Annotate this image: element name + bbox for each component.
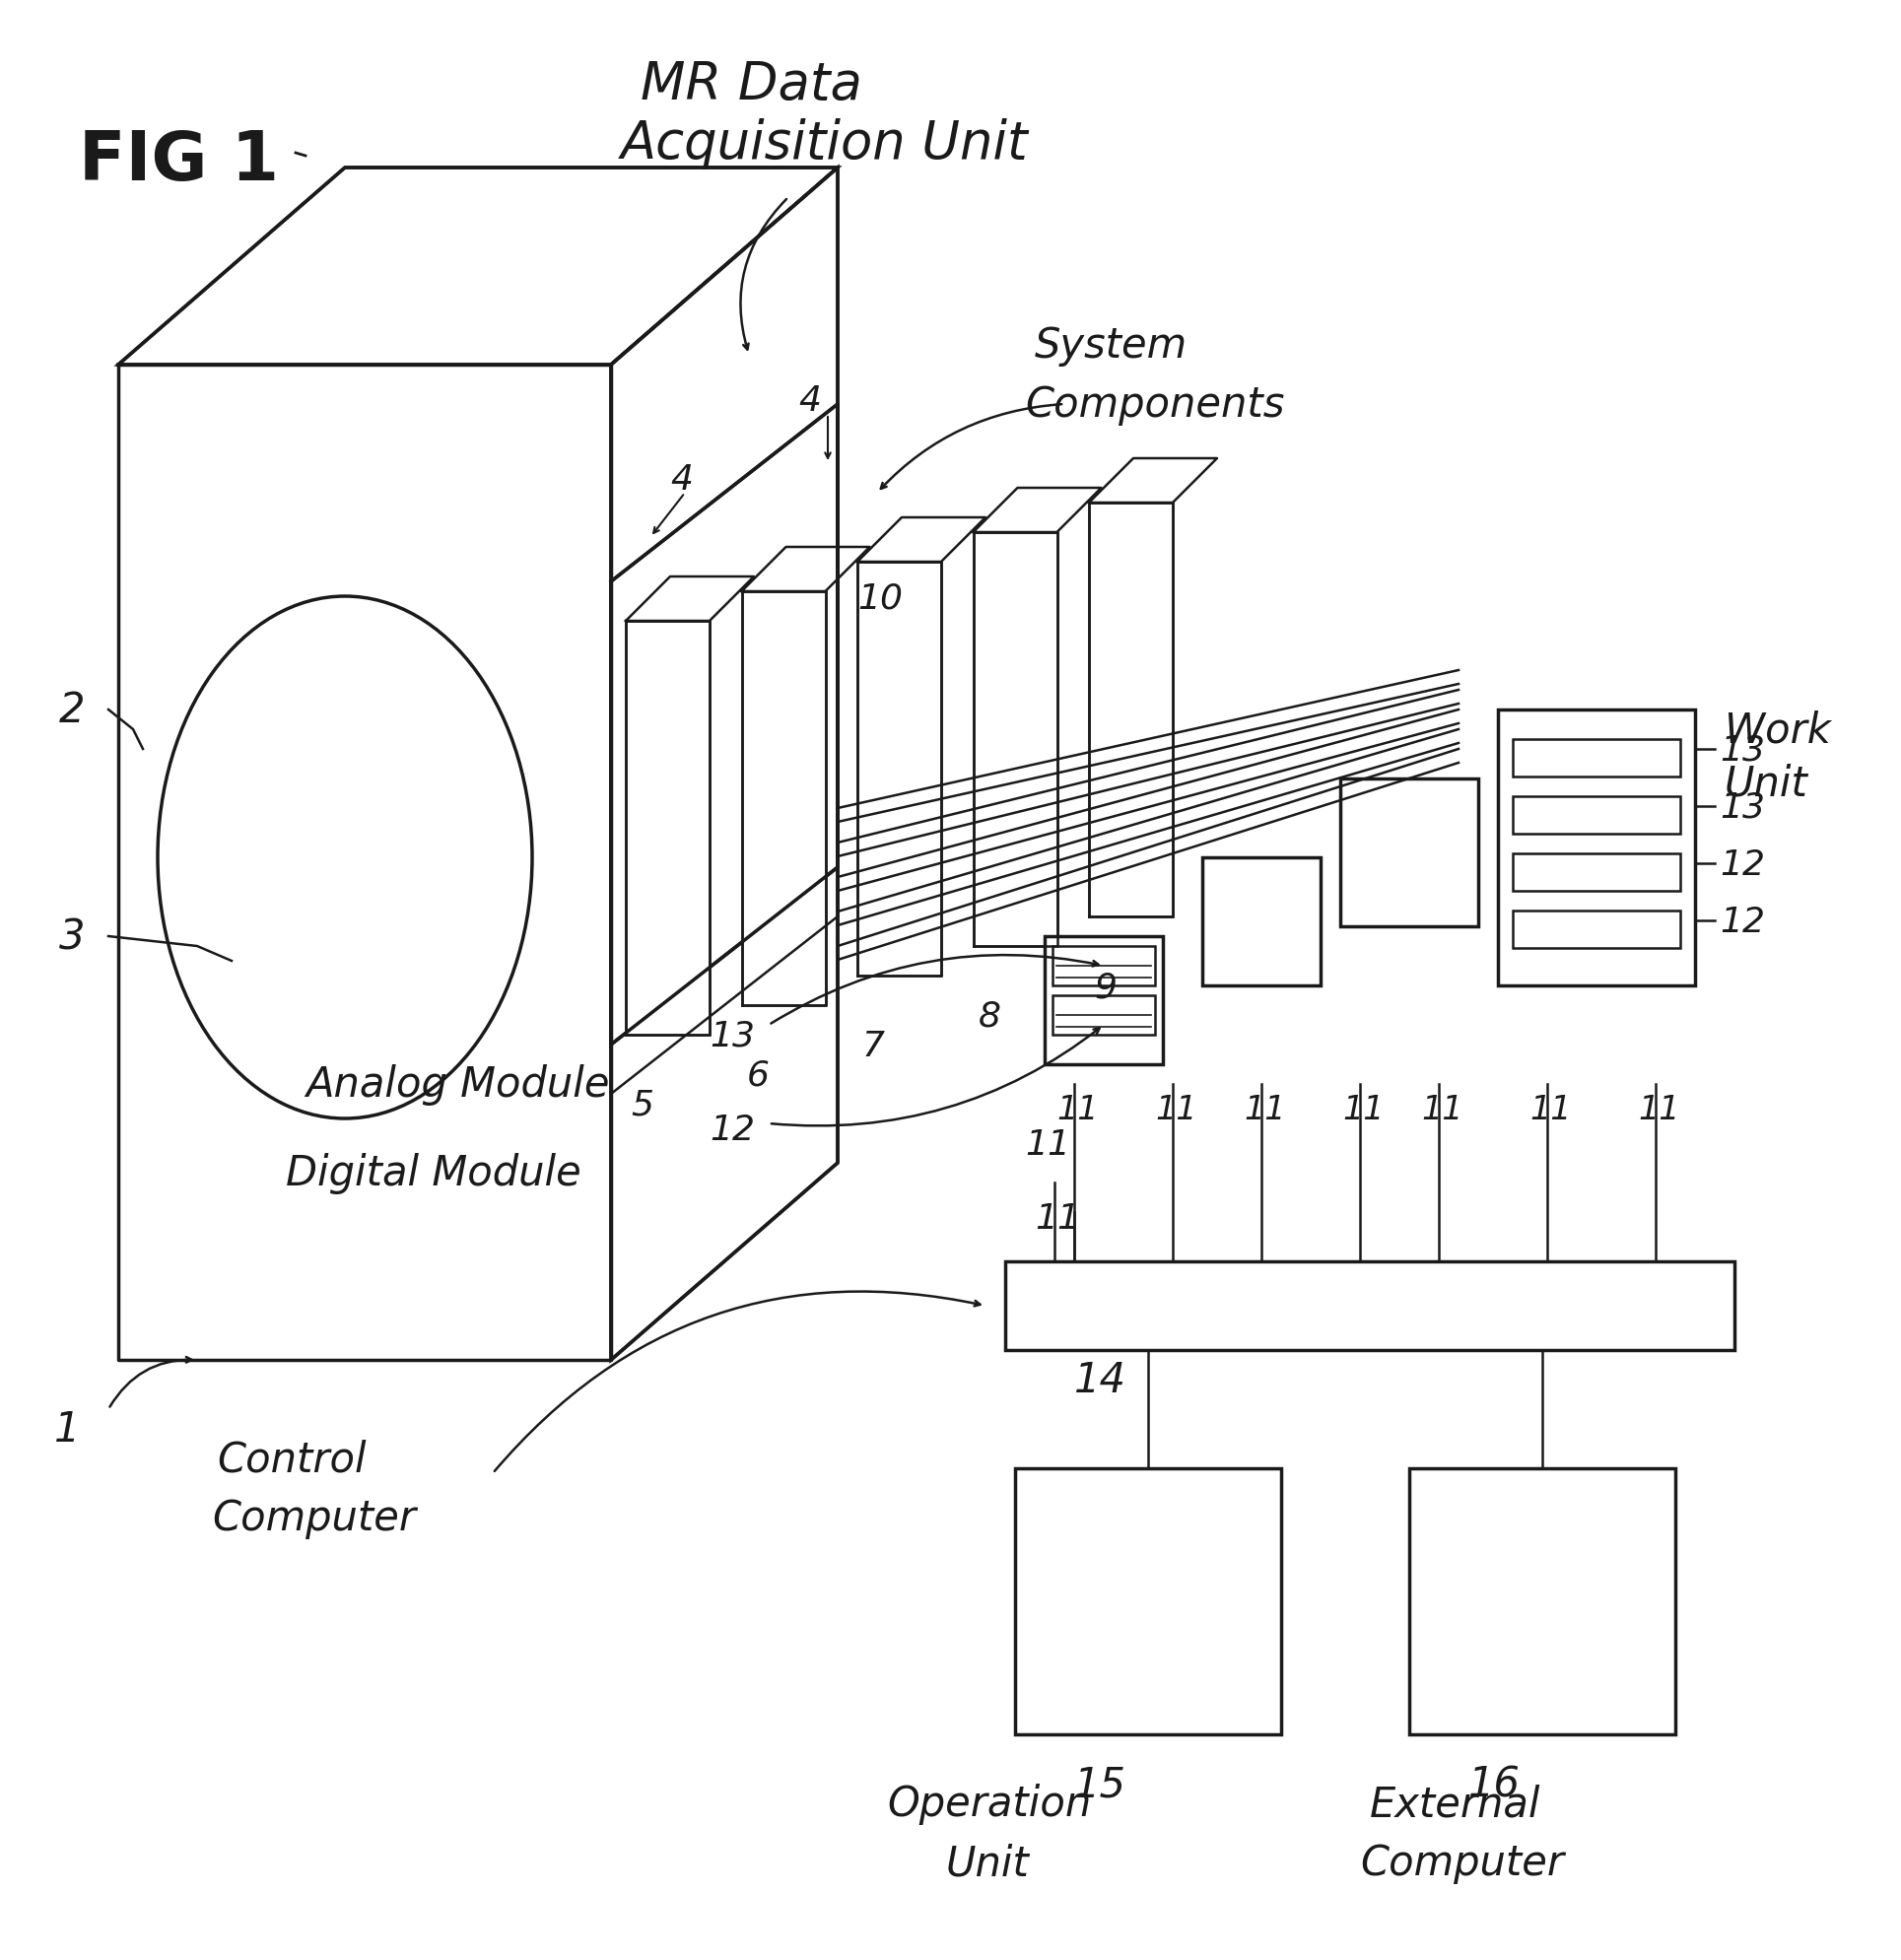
Text: 15: 15 [1074, 1764, 1127, 1805]
Text: Unit: Unit [1724, 764, 1808, 806]
Bar [1201, 857, 1321, 986]
Text: 11: 11 [1156, 1094, 1198, 1127]
Text: Analog Module: Analog Module [306, 1064, 610, 1105]
Text: 12: 12 [1720, 849, 1764, 882]
Text: 9: 9 [1093, 970, 1116, 1004]
Text: 11: 11 [1034, 1201, 1080, 1235]
Text: 13: 13 [1720, 735, 1764, 768]
Text: 3: 3 [59, 917, 86, 958]
Text: Components: Components [1025, 384, 1285, 425]
Text: 1: 1 [55, 1409, 80, 1450]
Text: FIG 1: FIG 1 [78, 127, 279, 194]
Text: 11: 11 [1639, 1094, 1680, 1127]
Text: 11: 11 [1530, 1094, 1572, 1127]
Text: 10: 10 [857, 582, 903, 615]
Polygon shape [973, 531, 1057, 947]
Text: 11: 11 [1025, 1129, 1070, 1162]
Text: Unit: Unit [947, 1842, 1030, 1884]
Text: 14: 14 [1074, 1360, 1127, 1401]
Text: 16: 16 [1468, 1764, 1521, 1805]
Text: 8: 8 [979, 1000, 1000, 1033]
Bar [1340, 778, 1479, 927]
Bar [1513, 853, 1680, 890]
Bar [1498, 710, 1696, 986]
Bar [1409, 1468, 1675, 1735]
Text: 13: 13 [1720, 792, 1764, 825]
Polygon shape [610, 167, 838, 1360]
Text: 11: 11 [1243, 1094, 1285, 1127]
Text: 2: 2 [59, 690, 86, 731]
Text: 4: 4 [671, 463, 692, 496]
Text: Acquisition Unit: Acquisition Unit [622, 118, 1028, 169]
Text: Operation: Operation [888, 1784, 1091, 1825]
Bar [1015, 1468, 1281, 1735]
Text: Computer: Computer [1359, 1842, 1565, 1884]
Text: 5: 5 [631, 1090, 654, 1123]
Polygon shape [610, 404, 838, 1045]
Bar [1053, 947, 1156, 986]
Text: 6: 6 [747, 1058, 770, 1094]
Text: 12: 12 [709, 1113, 755, 1147]
Polygon shape [1089, 502, 1173, 917]
Bar [1046, 937, 1163, 1064]
Bar [1513, 796, 1680, 833]
Bar [1513, 911, 1680, 949]
Text: System: System [1034, 325, 1188, 367]
Text: Control: Control [217, 1439, 367, 1480]
Text: 11: 11 [1057, 1094, 1099, 1127]
Text: 13: 13 [709, 1019, 755, 1053]
Text: 4: 4 [798, 384, 821, 417]
Polygon shape [118, 167, 838, 365]
Text: 11: 11 [1342, 1094, 1384, 1127]
Text: External: External [1371, 1784, 1542, 1825]
Text: MR Data: MR Data [641, 59, 863, 110]
Polygon shape [625, 621, 709, 1035]
Bar [1053, 996, 1156, 1035]
Text: 12: 12 [1720, 906, 1764, 939]
Text: Digital Module: Digital Module [285, 1152, 582, 1194]
Text: 11: 11 [1422, 1094, 1464, 1127]
Bar [1513, 739, 1680, 776]
Polygon shape [741, 592, 825, 1005]
Bar [1006, 1262, 1734, 1350]
Text: 7: 7 [863, 1029, 886, 1062]
Polygon shape [857, 563, 941, 976]
Text: Work: Work [1724, 710, 1831, 751]
Text: Computer: Computer [211, 1497, 416, 1539]
